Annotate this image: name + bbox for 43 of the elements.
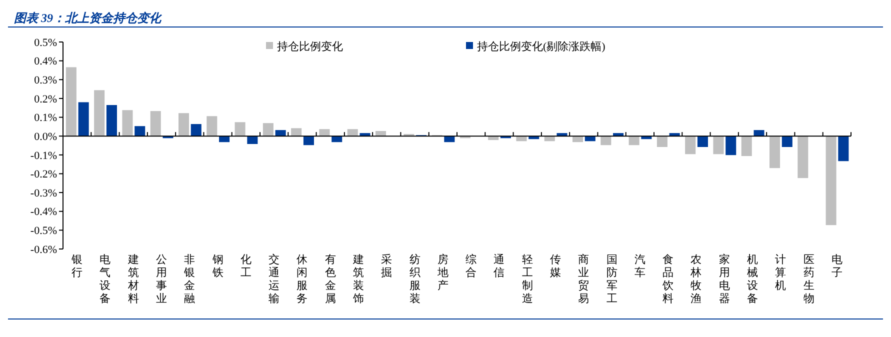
x-tick-label: 综合 <box>466 253 477 279</box>
x-tick-label: 汽车 <box>634 254 646 279</box>
x-tick-label: 传媒 <box>550 254 561 279</box>
x-tick-label: 电子 <box>831 253 842 279</box>
x-tick-label: 纺织服装 <box>409 253 420 305</box>
x-tick-label: 休闲服务 <box>296 254 308 305</box>
x-tick-label: 家用电器 <box>718 253 730 305</box>
x-tick-label: 电气设备 <box>100 253 111 305</box>
x-tick-label: 计算机 <box>775 253 786 292</box>
chart-title: 图表 39：北上资金持仓变化 <box>14 11 163 25</box>
x-tick-label: 建筑材料 <box>126 253 139 305</box>
x-tick-label: 建筑装饰 <box>352 253 364 305</box>
x-tick-label: 房地产 <box>436 253 448 292</box>
y-tick-label: 0.2% <box>34 93 57 106</box>
x-tick-label: 有色金属 <box>324 254 336 305</box>
x-tick-label: 食品饮料 <box>662 254 674 305</box>
y-tick-label: 0.0% <box>34 130 57 143</box>
x-tick-label: 非银金融 <box>183 253 196 305</box>
x-tick-label: 国防军工 <box>606 254 618 305</box>
y-tick-label: 0.4% <box>34 56 57 68</box>
legend-label: 持仓比例变化(剔除涨跌幅) <box>477 40 606 53</box>
y-tick-label: -0.6% <box>30 244 57 256</box>
x-tick-label: 医药生物 <box>803 254 814 305</box>
y-tick-label: -0.1% <box>30 150 57 162</box>
y-tick-label: 0.5% <box>34 36 57 49</box>
y-tick-label: -0.5% <box>30 225 57 238</box>
x-tick-label: 化工 <box>240 254 252 279</box>
x-tick-label: 交通运输 <box>268 253 280 305</box>
y-tick-label: -0.2% <box>30 168 57 181</box>
x-tick-label: 农林牧渔 <box>690 254 702 305</box>
legend-label: 持仓比例变化 <box>277 40 343 53</box>
x-tick-label: 轻工制造 <box>522 254 533 305</box>
x-tick-label: 采掘 <box>381 253 392 279</box>
x-tick-label: 机械设备 <box>747 254 758 305</box>
x-tick-label: 商业贸易 <box>578 253 590 305</box>
y-tick-label: 0.3% <box>34 74 57 86</box>
x-tick-label: 通信 <box>494 253 505 279</box>
y-tick-label: -0.4% <box>30 206 57 218</box>
y-tick-label: -0.3% <box>30 187 57 200</box>
x-tick-label: 钢铁 <box>211 254 224 279</box>
y-tick-label: 0.1% <box>34 112 57 124</box>
x-tick-label: 公用事业 <box>156 254 167 305</box>
x-tick-label: 银行 <box>70 254 83 279</box>
